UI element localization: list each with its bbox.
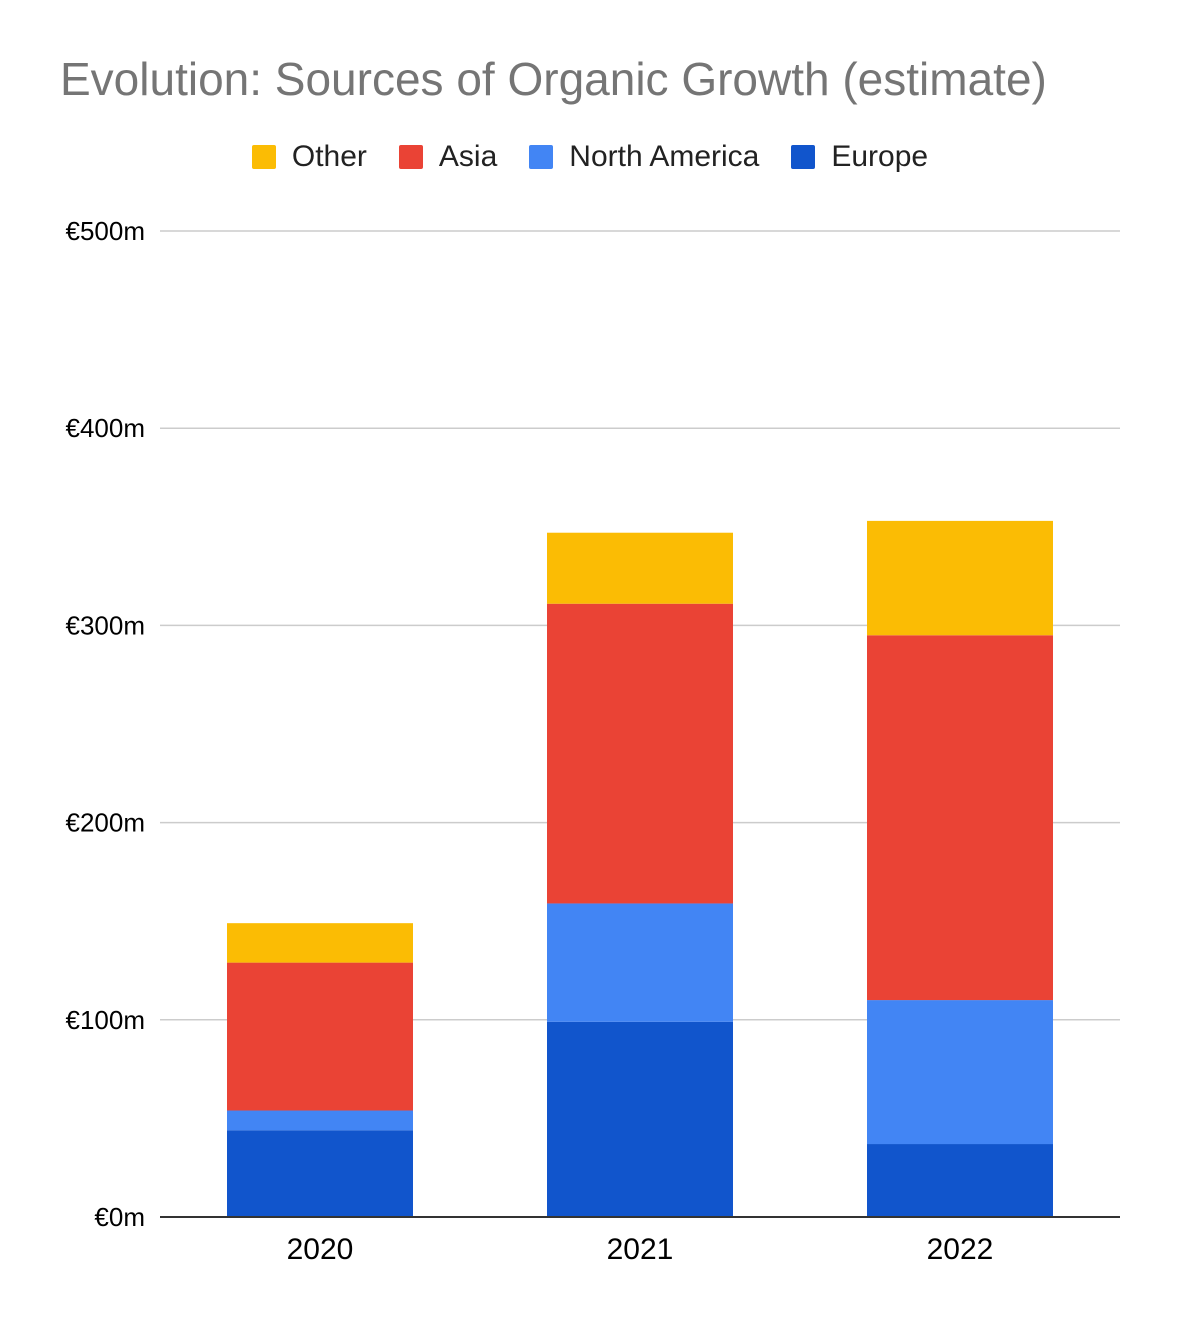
bar-asia-2021 (547, 603, 733, 904)
bar-europe-2022 (867, 1144, 1053, 1217)
legend-swatch-europe (791, 145, 816, 169)
axes: €0m €100m €200m €300m €400m €500m 2020 2021 2022 (66, 216, 1120, 1266)
legend-swatch-north-america (529, 145, 554, 169)
bar-north-america-2021 (547, 903, 733, 1022)
y-tick-label: €500m (66, 216, 146, 246)
y-tick-label: €0m (94, 1202, 145, 1232)
bar-asia-2022 (867, 635, 1053, 1001)
y-tick-label: €200m (66, 808, 146, 838)
legend-item-asia: Asia (398, 140, 498, 174)
bar-other-2020 (227, 923, 413, 963)
bar-north-america-2022 (867, 1000, 1053, 1145)
x-tick-label: 2021 (607, 1233, 674, 1266)
bar-other-2022 (867, 520, 1053, 636)
bar-europe-2020 (227, 1130, 413, 1217)
bars (227, 520, 1053, 1217)
y-tick-label: €400m (66, 413, 146, 443)
legend-label-north-america: North America (569, 140, 760, 173)
legend-swatch-asia (398, 145, 423, 169)
legend-label-europe: Europe (831, 140, 929, 173)
legend-swatch-other (251, 145, 276, 169)
legend-item-europe: Europe (791, 140, 928, 174)
legend-label-other: Other (291, 140, 367, 173)
y-tick-label: €300m (66, 610, 146, 640)
legend-label-asia: Asia (438, 140, 498, 173)
legend-item-other: Other (251, 140, 367, 174)
bar-north-america-2020 (227, 1110, 413, 1131)
bar-asia-2020 (227, 962, 413, 1111)
chart-title: Evolution: Sources of Organic Growth (es… (60, 53, 1047, 105)
bar-other-2021 (547, 532, 733, 604)
legend: Other Asia North America Europe (0, 140, 1180, 174)
x-tick-label: 2022 (927, 1233, 994, 1266)
bar-europe-2021 (547, 1021, 733, 1217)
y-tick-label: €100m (66, 1005, 146, 1035)
legend-item-north-america: North America (529, 140, 759, 174)
x-tick-label: 2020 (287, 1233, 354, 1266)
